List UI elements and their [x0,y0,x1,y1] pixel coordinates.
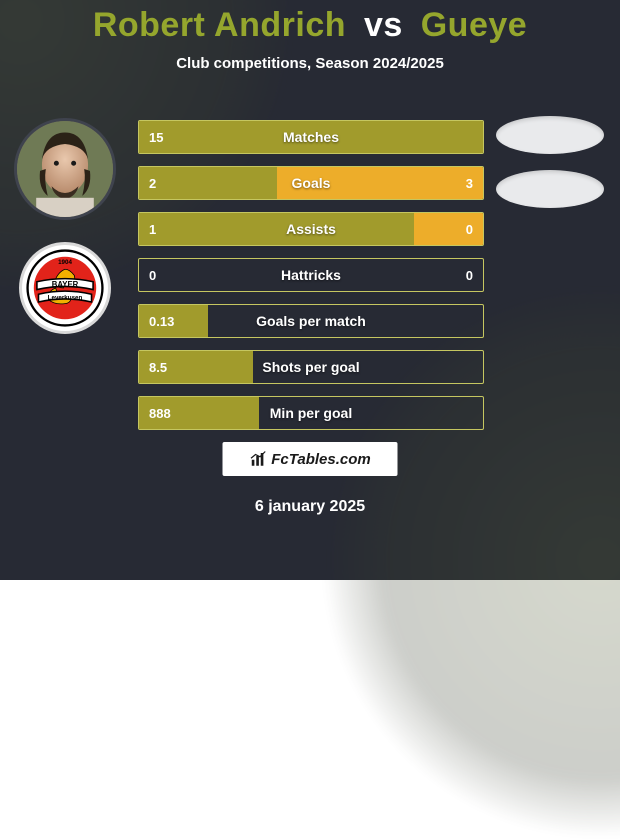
club-year: 1904 [58,259,72,266]
date-text: 6 january 2025 [0,498,620,516]
stat-label: Hattricks [139,259,483,291]
stat-row: Goals per match0.13 [138,304,484,338]
stat-label: Matches [139,121,483,153]
stat-label: Goals per match [139,305,483,337]
player2-club-placeholder [496,170,604,208]
stat-value-left: 1 [139,213,166,245]
left-badges: BAYER Leverkusen 1904 [10,118,120,334]
stat-value-right: 0 [456,259,483,291]
stat-row: Hattricks0 0 [138,258,484,292]
stat-value-right: 0 [456,213,483,245]
player1-club-logo: BAYER Leverkusen 1904 [19,242,111,334]
player1-name: Robert Andrich [93,6,346,44]
branding-badge: FcTables.com [223,442,398,476]
stat-row: Assists1 0 [138,212,484,246]
stat-value-left: 15 [139,121,173,153]
player2-name: Gueye [421,6,527,44]
comparison-title: Robert Andrich vs Gueye [0,0,620,45]
stat-row: Shots per goal8.5 [138,350,484,384]
stat-value-left: 8.5 [139,351,177,383]
stat-row: Min per goal888 [138,396,484,430]
comparison-rows: Matches15Goals23Assists10Hattricks00Goal… [138,120,484,430]
player2-avatar-placeholder [496,116,604,154]
player1-avatar [14,118,116,220]
stat-row: Goals2 3 [138,166,484,200]
club-banner-line2: Leverkusen [48,295,83,302]
stat-value-left: 888 [139,397,181,429]
stat-value-right: 3 [456,167,483,199]
stat-row: Matches15 [138,120,484,154]
season-subtitle: Club competitions, Season 2024/2025 [0,55,620,72]
stat-label: Goals [139,167,483,199]
club-banner-line1: BAYER [52,280,79,289]
stat-label: Assists [139,213,483,245]
stat-value-left: 2 [139,167,166,199]
title-vs: vs [364,6,403,44]
stat-value-left: 0 [139,259,166,291]
right-badges [490,116,610,208]
stat-label: Min per goal [139,397,483,429]
chart-icon [249,450,267,468]
stat-label: Shots per goal [139,351,483,383]
stat-value-left: 0.13 [139,305,184,337]
branding-label: FcTables.com [271,451,370,468]
